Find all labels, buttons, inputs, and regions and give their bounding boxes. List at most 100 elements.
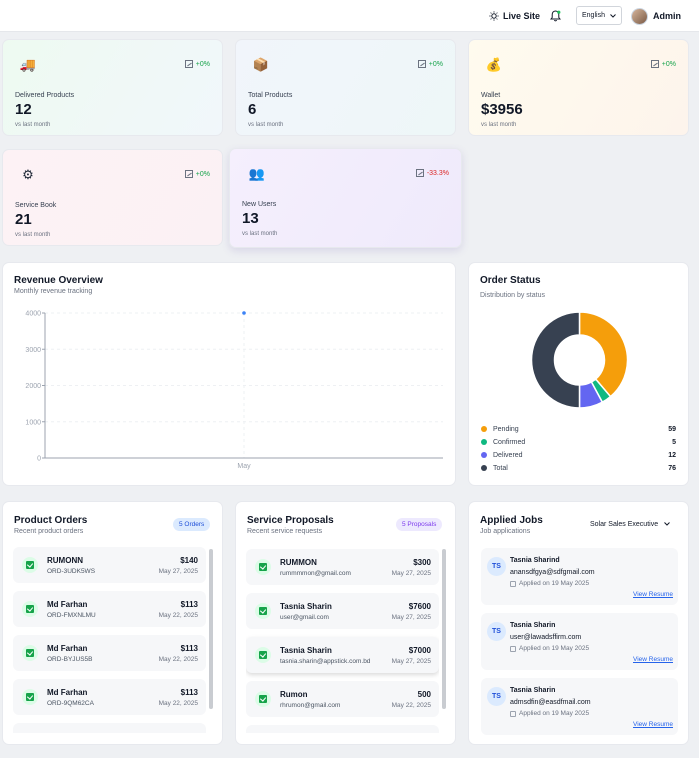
applicant-email: admsdfin@easdfmail.com	[510, 699, 591, 706]
legend-delivered: Delivered 12	[481, 449, 676, 461]
stat-subtext: vs last month	[242, 231, 278, 237]
trend-indicator: +0%	[184, 60, 210, 68]
applicant-avatar: TS	[487, 557, 506, 576]
proposal-date: May 27, 2025	[391, 570, 431, 577]
list-item[interactable]	[246, 725, 439, 733]
scrollbar[interactable]	[209, 549, 213, 709]
job-role-select[interactable]: Solar Sales Executive	[586, 516, 683, 532]
proposal-date: May 22, 2025	[391, 702, 431, 709]
trend-icon	[417, 60, 426, 68]
legend-value: 12	[668, 451, 676, 459]
check-icon	[22, 645, 38, 661]
stat-subtext: vs last month	[481, 122, 517, 128]
stat-subtext: vs last month	[248, 122, 284, 128]
stat-card-wallet: 💰 +0% Wallet $3956 vs last month	[468, 39, 689, 136]
list-item[interactable]: Rumon rhrumon@gmail.com 500 May 22, 2025	[246, 681, 439, 717]
calendar-icon	[510, 645, 516, 652]
order-customer: Md Farhan	[47, 688, 88, 697]
trend-value: +0%	[195, 170, 210, 178]
legend-dot	[481, 426, 487, 432]
legend-label: Confirmed	[493, 438, 526, 446]
applied-date: Applied on 19 May 2025	[510, 710, 589, 717]
language-select[interactable]: English	[576, 6, 622, 25]
applied-date: Applied on 19 May 2025	[510, 580, 589, 587]
trend-indicator: +0%	[650, 60, 676, 68]
applied-date: Applied on 19 May 2025	[510, 645, 589, 652]
proposal-customer: Tasnia Sharin	[280, 646, 332, 655]
order-customer: Md Farhan	[47, 600, 88, 609]
check-icon	[255, 559, 271, 575]
check-icon	[255, 603, 271, 619]
view-resume-link[interactable]: View Resume	[633, 591, 673, 598]
donut-slice-total	[530, 311, 581, 409]
check-icon	[255, 647, 271, 663]
check-icon	[22, 601, 38, 617]
user-menu[interactable]: Admin	[631, 0, 681, 32]
service-proposals-card: Service Proposals Recent service request…	[235, 501, 456, 745]
users-icon: 👥	[248, 166, 266, 181]
product-orders-list[interactable]: RUMONN ORD-3UDK5WS $140 May 27, 2025 Md …	[13, 547, 206, 733]
revenue-overview-card: Revenue Overview Monthly revenue trackin…	[2, 262, 456, 486]
proposal-customer: Tasnia Sharin	[280, 602, 332, 611]
job-application-item: TS Tasnia Sharind anansdfgya@sdfgmail.co…	[481, 548, 678, 605]
stat-label: New Users	[242, 201, 277, 208]
list-item[interactable]	[13, 723, 206, 733]
calendar-icon	[510, 580, 516, 587]
legend-pending: Pending 59	[481, 423, 676, 435]
product-orders-card: Product Orders Recent product orders 5 O…	[2, 501, 223, 745]
orders-count-badge: 5 Orders	[173, 518, 211, 531]
list-item[interactable]: RUMMON rummmmon@gmail.com $300 May 27, 2…	[246, 549, 439, 585]
legend-dot	[481, 439, 487, 445]
order-status-donut-chart	[530, 311, 629, 409]
stat-label: Delivered Products	[15, 92, 75, 99]
order-id: ORD-9QM62CA	[47, 700, 94, 707]
revenue-line-chart: 0 1000 2000 3000 4000 May	[25, 311, 443, 470]
section-subtitle: Recent service requests	[247, 528, 323, 535]
order-date: May 22, 2025	[158, 656, 198, 663]
legend-value: 76	[668, 464, 676, 472]
stat-label: Service Book	[15, 202, 57, 209]
list-item[interactable]: Tasnia Sharin user@gmail.com $7600 May 2…	[246, 593, 439, 629]
y-tick-label: 1000	[25, 419, 41, 426]
list-item[interactable]: Tasnia Sharin tasnia.sharin@appstick.com…	[246, 637, 439, 673]
section-title: Applied Jobs	[480, 515, 543, 526]
legend-value: 59	[668, 425, 676, 433]
gear-icon: ⚙	[22, 167, 34, 182]
order-customer: RUMONN	[47, 556, 83, 565]
applicant-email: user@lawadsffirm.com	[510, 634, 582, 641]
list-item[interactable]: Md Farhan ORD-BYJUS5B $113 May 22, 2025	[13, 635, 206, 671]
order-id: ORD-3UDK5WS	[47, 568, 96, 575]
scrollbar[interactable]	[442, 549, 446, 709]
proposal-customer: Rumon	[280, 690, 308, 699]
notification-button[interactable]	[548, 0, 562, 32]
applicant-email: anansdfgya@sdfgmail.com	[510, 569, 595, 576]
trend-value: +0%	[428, 60, 443, 68]
data-point	[242, 311, 246, 315]
trend-value: +0%	[661, 60, 676, 68]
live-site-label: Live Site	[503, 11, 541, 21]
applicant-avatar: TS	[487, 687, 506, 706]
user-name: Admin	[653, 11, 681, 21]
view-resume-link[interactable]: View Resume	[633, 656, 673, 663]
proposals-count-badge: 5 Proposals	[396, 518, 443, 531]
check-icon	[255, 691, 271, 707]
top-bar: Live Site English Admin	[0, 0, 699, 32]
order-amount: $113	[180, 644, 198, 653]
list-item[interactable]: Md Farhan ORD-FMXNLMU $113 May 22, 2025	[13, 591, 206, 627]
proposal-customer: RUMMON	[280, 558, 317, 567]
language-value: English	[582, 12, 605, 19]
live-site-button[interactable]: Live Site	[489, 0, 540, 32]
trend-icon	[184, 60, 193, 68]
service-proposals-list[interactable]: RUMMON rummmmon@gmail.com $300 May 27, 2…	[246, 549, 439, 733]
list-item[interactable]: Md Farhan ORD-9QM62CA $113 May 22, 2025	[13, 679, 206, 715]
trend-indicator: +0%	[184, 170, 210, 178]
proposal-amount: $7000	[408, 646, 431, 655]
box-icon: 📦	[252, 57, 270, 72]
applicant-avatar: TS	[487, 622, 506, 641]
order-date: May 22, 2025	[158, 612, 198, 619]
proposal-email: rhrumon@gmail.com	[280, 702, 341, 709]
applied-date-text: Applied on 19 May 2025	[519, 710, 590, 717]
view-resume-link[interactable]: View Resume	[633, 721, 673, 728]
section-title: Order Status	[480, 275, 541, 286]
list-item[interactable]: RUMONN ORD-3UDK5WS $140 May 27, 2025	[13, 547, 206, 583]
